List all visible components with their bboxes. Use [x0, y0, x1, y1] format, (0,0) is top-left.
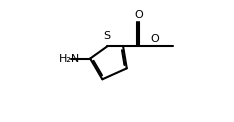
Text: O: O	[135, 10, 143, 20]
Text: O: O	[150, 34, 159, 44]
Text: S: S	[104, 31, 111, 41]
Text: H₂N: H₂N	[58, 54, 80, 64]
